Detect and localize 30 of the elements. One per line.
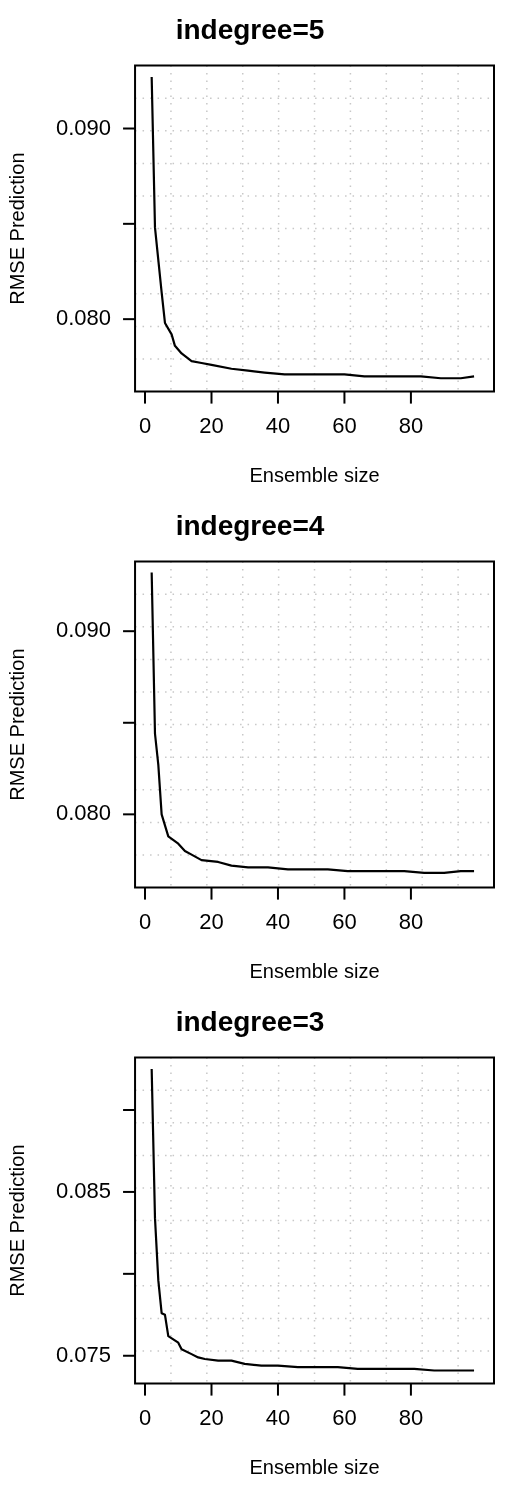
y-tick-label: 0.075 (55, 1341, 112, 1367)
x-tick-label: 0 (138, 412, 152, 438)
x-tick-label: 40 (265, 1404, 291, 1430)
y-tick-label: 0.080 (55, 305, 112, 331)
x-axis-title: Ensemble size (249, 1455, 380, 1478)
x-tick-label: 80 (398, 412, 424, 438)
y-tick-label: 0.090 (55, 114, 112, 140)
x-tick-label: 60 (332, 412, 357, 438)
chart-title: indegree=4 (175, 509, 325, 541)
x-tick-label: 60 (332, 908, 357, 934)
x-tick-label: 0 (138, 908, 152, 934)
y-axis-title: RMSE Prediction (5, 1144, 28, 1297)
x-tick-label: 20 (199, 908, 224, 934)
x-tick-label: 40 (265, 412, 291, 438)
x-tick-label: 80 (398, 908, 424, 934)
y-axis-title: RMSE Prediction (5, 152, 28, 305)
x-axis-title: Ensemble size (249, 959, 380, 982)
y-tick-label: 0.080 (55, 800, 112, 826)
y-tick-label: 0.090 (55, 617, 112, 643)
chart-title: indegree=5 (175, 13, 325, 45)
x-tick-label: 0 (138, 1404, 152, 1430)
x-axis-title: Ensemble size (249, 463, 380, 486)
x-tick-label: 80 (398, 1404, 424, 1430)
x-tick-label: 20 (199, 1404, 224, 1430)
x-tick-label: 40 (265, 908, 291, 934)
y-tick-label: 0.085 (55, 1177, 112, 1203)
x-tick-label: 20 (199, 412, 224, 438)
x-tick-label: 60 (332, 1404, 357, 1430)
y-axis-title: RMSE Prediction (5, 648, 28, 801)
chart-title: indegree=3 (175, 1005, 325, 1037)
